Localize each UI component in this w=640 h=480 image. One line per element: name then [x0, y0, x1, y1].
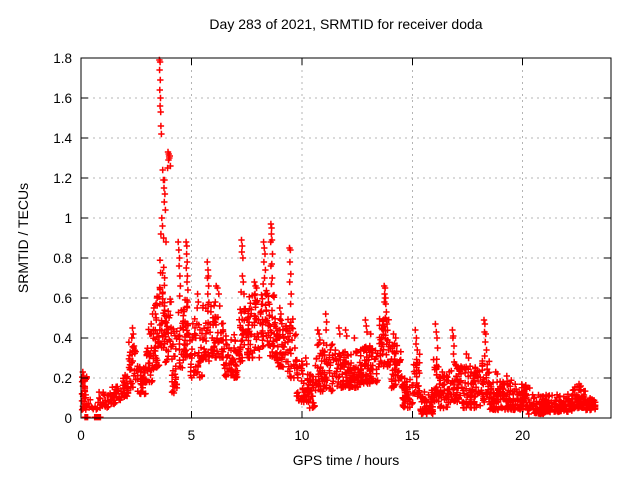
y-tick-label: 1 — [64, 211, 72, 226]
x-tick-label: 15 — [405, 428, 420, 443]
x-tick-label: 20 — [515, 428, 530, 443]
x-tick-label: 5 — [188, 428, 196, 443]
y-tick-label: 1.4 — [53, 131, 72, 146]
x-axis-label: GPS time / hours — [292, 452, 400, 468]
y-tick-label: 0 — [64, 411, 72, 426]
y-tick-label: 1.6 — [53, 91, 72, 106]
y-tick-label: 0.6 — [53, 291, 72, 306]
x-tick-label: 10 — [294, 428, 309, 443]
y-tick-label: 0.2 — [53, 371, 72, 386]
y-tick-label: 0.4 — [53, 331, 72, 346]
x-tick-label: 0 — [77, 428, 85, 443]
chart-title: Day 283 of 2021, SRMTID for receiver dod… — [209, 16, 483, 32]
y-tick-label: 1.8 — [53, 51, 72, 66]
plot-border — [80, 57, 612, 419]
y-tick-label: 0.8 — [53, 251, 72, 266]
data-points — [78, 56, 599, 421]
y-tick-label: 1.2 — [53, 171, 72, 186]
